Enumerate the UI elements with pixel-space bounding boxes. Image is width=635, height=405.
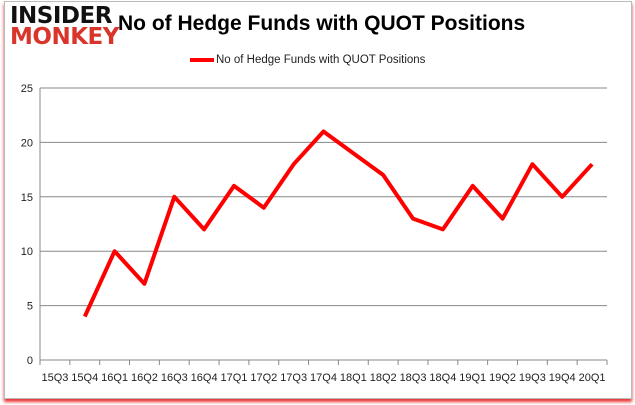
y-tick-label: 10 xyxy=(21,246,33,258)
x-tick-label: 19Q2 xyxy=(489,372,516,384)
series-line xyxy=(82,129,594,318)
x-tick-label: 19Q1 xyxy=(459,372,486,384)
y-tick-label: 0 xyxy=(27,355,33,367)
x-tick-label: 17Q4 xyxy=(310,372,337,384)
x-tick-label: 18Q4 xyxy=(429,372,456,384)
x-tick-label: 18Q3 xyxy=(400,372,427,384)
x-tick-label: 17Q2 xyxy=(250,372,277,384)
legend: No of Hedge Funds with QUOT Positions xyxy=(190,54,425,66)
y-tick-label: 15 xyxy=(21,192,33,204)
y-tick-label: 25 xyxy=(21,83,33,95)
x-tick-label: 16Q3 xyxy=(161,372,188,384)
chart-title: No of Hedge Funds with QUOT Positions xyxy=(118,12,526,35)
x-tick-label: 17Q1 xyxy=(221,372,248,384)
legend-label: No of Hedge Funds with QUOT Positions xyxy=(216,54,426,66)
legend-swatch xyxy=(190,58,214,62)
x-tick-label: 18Q2 xyxy=(370,372,397,384)
x-tick-label: 15Q3 xyxy=(41,372,68,384)
logo-line2: MONKEY xyxy=(10,24,119,50)
x-tick-label: 16Q2 xyxy=(131,372,158,384)
insider-monkey-logo: INSIDER MONKEY xyxy=(10,3,119,50)
x-tick-label: 18Q1 xyxy=(340,372,367,384)
logo-line1: INSIDER xyxy=(10,3,112,29)
x-tick-label: 19Q3 xyxy=(519,372,546,384)
x-tick-label: 16Q1 xyxy=(101,372,128,384)
y-tick-label: 5 xyxy=(27,301,33,313)
x-tick-label: 16Q4 xyxy=(191,372,218,384)
chart-frame xyxy=(4,1,632,399)
x-tick-label: 17Q3 xyxy=(280,372,307,384)
x-tick-label: 19Q4 xyxy=(549,372,576,384)
x-tick-label: 15Q4 xyxy=(71,372,98,384)
y-tick-label: 20 xyxy=(21,137,33,149)
x-tick-label: 20Q1 xyxy=(579,372,606,384)
